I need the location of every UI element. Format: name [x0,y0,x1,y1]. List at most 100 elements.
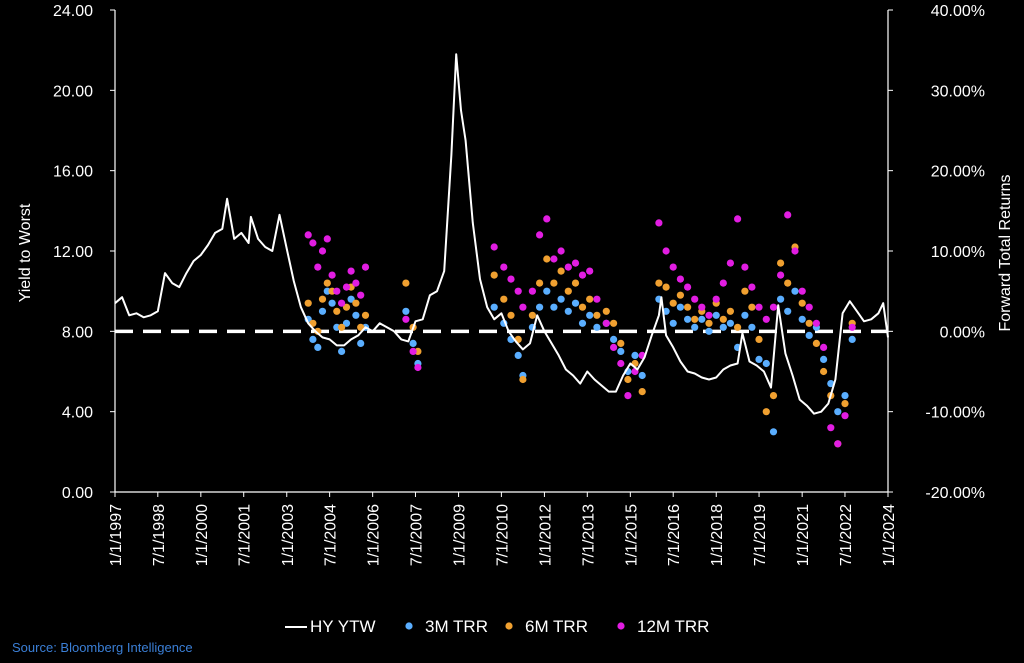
12m-trr-point [550,255,558,263]
3m-trr-point [834,408,842,416]
6m-trr-point [557,267,565,275]
12m-trr-point [655,219,663,227]
6m-trr-point [691,315,699,323]
12m-trr-point [586,267,594,275]
x-tick-label: 7/1/1998 [151,504,168,566]
12m-trr-point [734,215,742,223]
3m-trr-point [402,307,410,315]
3m-trr-point [691,323,699,331]
right-tick-label: 30.00% [931,83,985,100]
12m-trr-point [309,239,317,247]
6m-trr-point [610,319,618,327]
12m-trr-point [557,247,565,255]
x-tick-label: 7/1/2022 [838,504,855,566]
3m-trr-point [755,355,763,363]
12m-trr-point [318,247,327,255]
12m-trr-point [602,319,610,327]
12m-trr-point [662,247,670,255]
line-layer [114,53,889,415]
6m-trr-point [352,299,360,307]
12m-trr-point [726,259,735,267]
6m-trr-point [841,400,849,408]
12m-trr-point [769,303,778,311]
3m-trr-point [536,303,544,311]
3m-trr-point [490,303,498,311]
6m-trr-point [755,335,763,343]
12m-trr-point [748,283,756,291]
12m-trr-point [357,291,365,299]
3m-trr-point [409,339,417,347]
3m-trr-point [820,355,828,363]
12m-trr-point [719,279,727,287]
right-axis-title: Forward Total Returns [997,174,1014,331]
6m-trr-point [323,279,331,287]
left-tick-label: 0.00 [62,485,93,502]
6m-trr-point [676,291,685,299]
12m-trr-point [784,211,792,219]
3m-trr-point [719,323,727,331]
x-tick-label: 7/1/2019 [752,504,769,566]
12m-trr-point [338,299,346,307]
12m-trr-point [834,440,842,448]
6m-trr-point [617,339,625,347]
x-axis-ticks: 1/1/1997 7/1/1998 1/1/2000 7/1/2001 1/1/2003… [108,492,898,566]
6m-trr-point [820,367,828,376]
x-tick-label: 7/1/2004 [323,504,340,566]
6m-trr-point [342,303,351,311]
12m-trr-point [490,243,498,251]
3m-trr-point [791,287,799,295]
3m-trr-point [617,347,625,355]
6m-trr-point [357,323,365,331]
6m-trr-point [769,392,778,400]
3m-trr-point [748,323,756,331]
6m-trr-point [304,299,312,307]
6m-trr-point [318,295,327,303]
12m-trr-point [323,235,331,243]
12m-trr-point [712,295,720,303]
12m-trr-point [798,287,806,295]
hy-ytw-line [114,53,889,415]
x-tick-label: 1/1/2003 [280,504,297,566]
6m-trr-point [734,323,742,331]
12m-trr-point [333,287,341,295]
left-axis-title: Yield to Worst [17,203,34,302]
12m-trr-point [791,247,799,255]
x-tick-label: 1/1/2006 [366,504,383,566]
3m-trr-point [798,315,806,323]
3m-trr-point [726,319,735,327]
x-tick-label: 7/1/2016 [666,504,683,566]
3m-trr-point [314,343,322,351]
6m-trr-point [550,279,558,287]
12m-trr-point [820,343,828,351]
6m-trr-point [593,311,601,319]
12m-trr-point [762,315,770,323]
3m-trr-point [328,299,336,307]
12m-trr-point [314,263,322,271]
right-tick-label: 20.00% [931,164,985,181]
3m-trr-point [769,428,778,436]
scatter-layer [304,211,856,448]
3m-trr-point [848,335,856,343]
legend: HY YTW 3M TRR 6M TRR 12M TRR [285,617,709,636]
6m-trr-point [719,315,727,323]
3m-trr-point [827,380,835,388]
left-tick-label: 8.00 [62,324,93,341]
12m-trr-point [347,267,355,275]
x-tick-label: 1/1/1997 [108,504,125,566]
3m-trr-point [514,351,522,359]
3m-trr-point [309,335,317,343]
12m-trr-point [543,215,551,223]
12m-trr-point [514,287,522,295]
3m-trr-point [586,311,594,319]
6m-trr-point [805,319,813,327]
12m-trr-point [536,231,544,239]
3m-trr-point [705,327,713,335]
left-axis-ticks: 0.00 4.00 8.00 12.00 16.00 20.00 24.00 [53,3,115,502]
12m-trr-point [593,295,601,303]
3m-trr-point [342,319,351,327]
left-tick-label: 12.00 [53,244,93,261]
12m-trr-point [342,283,351,291]
6m-trr-point [726,307,735,315]
12m-trr-point [848,323,856,331]
3m-trr-point [676,303,685,311]
